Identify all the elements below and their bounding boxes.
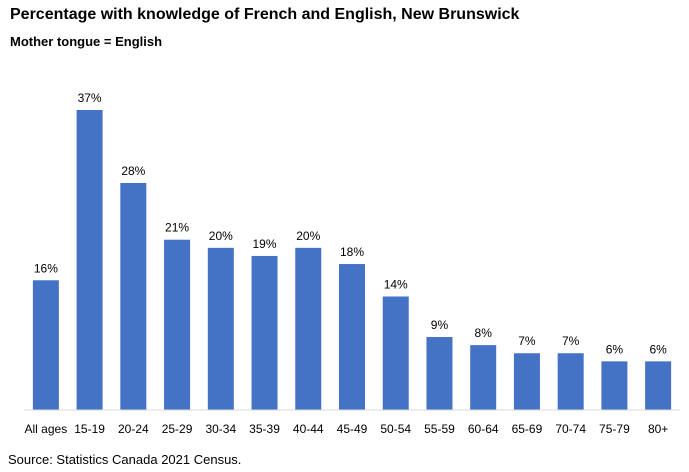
data-label: 7% [562,334,580,348]
data-label: 8% [475,326,493,340]
x-tick-label: 25-29 [162,422,193,436]
x-tick-label: All ages [25,422,68,436]
bar-35-39 [251,255,278,410]
x-tick-label: 60-64 [468,422,499,436]
data-label: 20% [209,229,233,243]
x-tick-label: 45-49 [337,422,368,436]
bar-20-24 [120,182,147,410]
x-tick-label: 15-19 [74,422,105,436]
bar-60-64 [470,345,497,410]
bar-70-74 [557,353,584,410]
data-label: 20% [296,229,320,243]
data-labels-layer: 16% 37% 28% 21% 20% 19% 20% 18% 14% 9% 8% 7% 7% 6% 6% [34,91,667,356]
bar-40-44 [295,247,322,410]
bar-30-34 [207,247,234,410]
data-label: 14% [384,277,408,291]
x-tick-label: 80+ [648,422,668,436]
bar-15-19 [76,110,103,410]
bar-25-29 [164,239,191,410]
bar-50-54 [382,296,409,410]
data-label: 37% [78,91,102,105]
x-tick-label: 70-74 [555,422,586,436]
tick-labels-layer: All ages 15-19 20-24 25-29 30-34 35-39 40-44 45… [25,422,669,436]
x-tick-label: 50-54 [380,422,411,436]
x-tick-label: 65-69 [512,422,543,436]
data-label: 19% [253,237,277,251]
data-label: 18% [340,245,364,259]
bar-75-79 [601,361,628,410]
bar-45-49 [339,264,365,410]
data-label: 6% [649,342,667,356]
chart-subtitle: Mother tongue = English [10,34,163,49]
bar-65-69 [513,353,540,410]
data-label: 9% [431,318,449,332]
data-label: 21% [165,221,189,235]
x-tick-label: 30-34 [205,422,236,436]
x-tick-label: 20-24 [118,422,149,436]
chart-title: Percentage with knowledge of French and … [10,6,520,23]
data-label: 16% [34,261,58,275]
data-label: 28% [121,164,145,178]
bar-80plus [645,361,672,410]
data-label: 7% [518,334,536,348]
source-note: Source: Statistics Canada 2021 Census. [8,452,242,467]
bar-55-59 [426,337,453,410]
bars-layer [32,110,672,410]
bar-all-ages [32,280,59,410]
x-tick-label: 40-44 [293,422,324,436]
x-tick-label: 55-59 [424,422,455,436]
x-tick-label: 35-39 [249,422,280,436]
data-label: 6% [606,342,624,356]
x-tick-label: 75-79 [599,422,630,436]
